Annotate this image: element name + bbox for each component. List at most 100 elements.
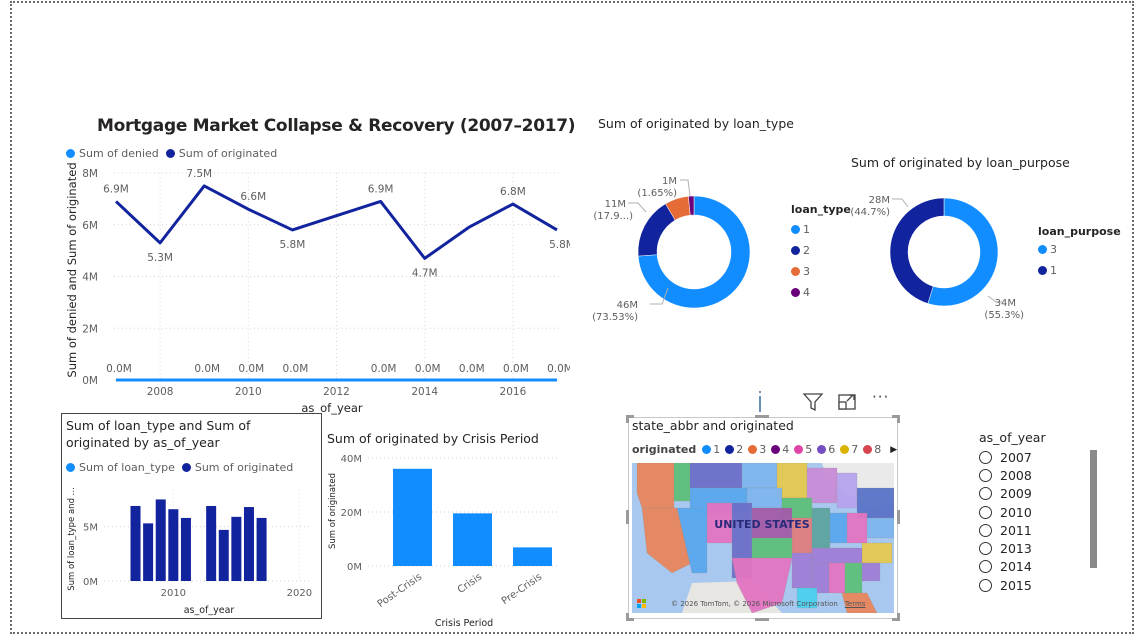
map-legend-item-7[interactable]: 7 [840, 443, 858, 456]
state-region[interactable] [856, 487, 894, 519]
bar-2011[interactable] [180, 517, 191, 581]
bar-2014[interactable] [218, 529, 229, 581]
bar-2010[interactable] [168, 509, 179, 581]
map-legend-item-4[interactable]: 4 [771, 443, 789, 456]
donut-slice-1[interactable] [637, 195, 751, 309]
crisis-bar-chart[interactable]: Sum of originated Crisis Period 0M 20M 40M… [322, 448, 562, 633]
resize-handle-right[interactable] [897, 510, 900, 524]
radio-button-icon[interactable] [979, 468, 992, 482]
info-icon[interactable] [754, 390, 766, 414]
small-bar-chart[interactable]: Sum of loan_type and ... as_of_year 0M 5M… [62, 474, 320, 617]
bar-2017[interactable] [256, 517, 267, 581]
state-region[interactable] [846, 512, 868, 544]
filter-icon[interactable] [802, 392, 824, 412]
radio-button-icon[interactable] [979, 542, 992, 556]
bar-2007[interactable] [130, 505, 141, 581]
radio-button-icon[interactable] [979, 560, 992, 574]
legend-item-2[interactable]: 2 [791, 240, 851, 261]
slicer-option-2008[interactable]: 2008 [979, 466, 1099, 484]
bar-2013[interactable] [206, 505, 217, 581]
legend-item-3[interactable]: 3 [1038, 239, 1121, 260]
map-legend-item-6[interactable]: 6 [817, 443, 835, 456]
state-region[interactable] [751, 537, 793, 559]
legend-next-arrow-icon[interactable]: ▶ [890, 444, 898, 455]
donut-loan-type-chart[interactable]: 46M(73.53%) 11M(17.9...) 1M(1.65%) [590, 170, 770, 335]
bar-2016[interactable] [243, 507, 254, 581]
state-region[interactable] [861, 542, 893, 564]
legend-item-1[interactable]: 1 [791, 219, 851, 240]
state-region[interactable] [673, 463, 691, 502]
state-region[interactable] [746, 487, 783, 509]
state-region[interactable] [796, 587, 818, 609]
map-legend-item-2[interactable]: 2 [725, 443, 743, 456]
state-region[interactable] [689, 463, 743, 489]
donut-slice-3[interactable] [927, 197, 999, 307]
legend-item-3[interactable]: 3 [791, 261, 851, 282]
radio-button-icon[interactable] [979, 578, 992, 592]
state-region[interactable] [828, 562, 846, 594]
state-region[interactable] [806, 467, 838, 504]
legend-item-1[interactable]: 1 [1038, 260, 1121, 281]
slicer-option-2011[interactable]: 2011 [979, 521, 1099, 539]
bar-2009[interactable] [155, 499, 166, 581]
bar-crisis[interactable] [453, 513, 492, 566]
bar-post-crisis[interactable] [393, 468, 432, 566]
us-state-map[interactable]: UNITED STATES [632, 463, 894, 613]
slicer-option-2010[interactable]: 2010 [979, 503, 1099, 521]
donut-slice-2[interactable] [637, 203, 676, 257]
bar-2008[interactable] [143, 523, 154, 581]
state-region[interactable] [829, 512, 848, 544]
resize-handle-tl[interactable] [626, 415, 634, 423]
state-region[interactable] [791, 552, 813, 589]
state-region[interactable] [741, 463, 778, 489]
map-legend-item-1[interactable]: 1 [702, 443, 720, 456]
radio-button-icon[interactable] [979, 505, 992, 519]
map-legend-item-8[interactable]: 8 [863, 443, 881, 456]
state-region[interactable] [836, 472, 858, 509]
small-bar-card[interactable]: Sum of loan_type and Sum of originated b… [61, 413, 322, 619]
state-region[interactable] [676, 507, 708, 574]
state-region[interactable] [861, 562, 881, 582]
donut-loan-purpose-chart[interactable]: 34M(55.3%) 28M(44.7%) [836, 185, 1036, 325]
state-region[interactable] [636, 463, 675, 509]
state-region[interactable] [731, 557, 793, 613]
line-chart[interactable]: Sum of denied and Sum of originated as_o… [60, 160, 570, 420]
legend-label-originated[interactable]: Sum of originated [194, 461, 294, 474]
series-line-sum-of-originated[interactable] [114, 184, 558, 260]
more-options-icon[interactable]: ··· [872, 388, 890, 406]
slicer-option-2007[interactable]: 2007 [979, 448, 1099, 466]
state-region[interactable] [811, 507, 831, 549]
map-terms-link[interactable]: Terms [844, 599, 866, 608]
resize-handle-bl[interactable] [626, 613, 634, 621]
state-region[interactable] [866, 517, 894, 539]
map-legend-item-3[interactable]: 3 [748, 443, 766, 456]
slicer-option-2013[interactable]: 2013 [979, 539, 1099, 557]
donut-slice-1[interactable] [889, 197, 945, 304]
resize-handle-tr[interactable] [892, 415, 900, 423]
legend-label-loan-type[interactable]: Sum of loan_type [79, 461, 175, 474]
map-visual[interactable]: state_abbr and originated originated 1 2 3… [626, 415, 900, 621]
state-region[interactable] [641, 507, 693, 574]
radio-button-icon[interactable] [979, 450, 992, 464]
slicer-option-2014[interactable]: 2014 [979, 558, 1099, 576]
resize-handle-br[interactable] [892, 613, 900, 621]
radio-button-icon[interactable] [979, 487, 992, 501]
focus-mode-icon[interactable] [837, 393, 859, 411]
map-legend-item-5[interactable]: 5 [794, 443, 812, 456]
legend-item-4[interactable]: 4 [791, 282, 851, 303]
resize-handle-top[interactable] [755, 415, 769, 418]
bar-pre-crisis[interactable] [513, 547, 552, 566]
slicer-option-2009[interactable]: 2009 [979, 485, 1099, 503]
bar-2015[interactable] [231, 516, 242, 581]
state-region[interactable] [841, 592, 878, 613]
resize-handle-bottom[interactable] [755, 618, 769, 621]
legend-label-originated[interactable]: Sum of originated [178, 147, 278, 160]
state-region[interactable] [844, 562, 863, 594]
resize-handle-left[interactable] [626, 510, 629, 524]
slicer-scrollbar[interactable] [1090, 450, 1097, 568]
radio-button-icon[interactable] [979, 523, 992, 537]
donut-slice-4[interactable] [688, 195, 695, 216]
slicer-option-2015[interactable]: 2015 [979, 576, 1099, 594]
state-region[interactable] [811, 547, 863, 564]
legend-label-denied[interactable]: Sum of denied [79, 147, 159, 160]
